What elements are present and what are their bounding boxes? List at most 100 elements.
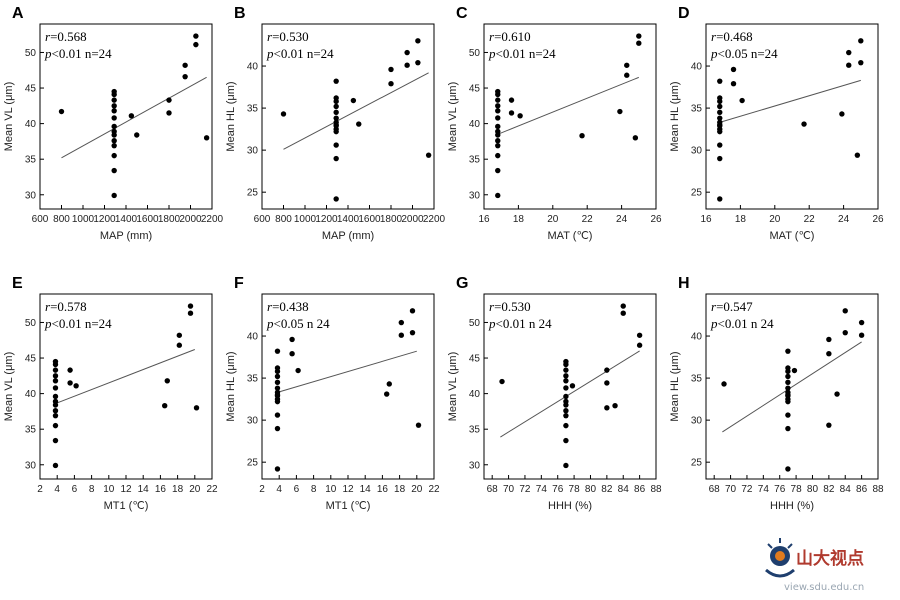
data-point — [425, 152, 432, 158]
data-point — [563, 393, 569, 400]
data-point — [52, 393, 59, 400]
x-tick-label: 16 — [377, 484, 389, 495]
data-point — [111, 192, 117, 199]
data-point — [274, 348, 281, 354]
x-axis-label: MT1 (℃) — [104, 500, 149, 512]
y-axis-label: Mean VL (μm) — [447, 352, 459, 422]
data-point — [563, 462, 569, 469]
y-tick-label: 25 — [691, 458, 703, 469]
data-point — [579, 133, 585, 139]
x-tick-label: 76 — [774, 484, 786, 495]
data-point — [52, 373, 59, 379]
y-tick-label: 35 — [469, 425, 481, 436]
fit-line — [283, 72, 429, 150]
data-point — [176, 332, 183, 338]
data-point — [785, 392, 791, 398]
data-point — [563, 358, 569, 365]
y-tick-label: 30 — [691, 146, 703, 157]
data-point — [826, 336, 832, 343]
data-point — [111, 128, 117, 135]
data-point — [398, 332, 405, 338]
data-point — [52, 407, 59, 414]
x-tick-label: 80 — [585, 484, 597, 495]
data-point — [636, 332, 643, 338]
y-tick-label: 35 — [25, 425, 37, 436]
data-point — [164, 378, 170, 384]
data-point — [495, 142, 501, 149]
data-point — [858, 38, 864, 44]
x-tick-label: 76 — [552, 484, 564, 495]
panel-letter: H — [678, 275, 690, 292]
data-point — [52, 412, 59, 419]
x-tick-label: 68 — [487, 484, 499, 495]
data-point — [166, 97, 172, 103]
data-point — [858, 332, 865, 338]
y-tick-label: 50 — [469, 318, 481, 329]
data-point — [495, 88, 501, 95]
data-point — [854, 152, 861, 158]
data-point — [111, 123, 117, 130]
data-point — [834, 391, 840, 397]
y-tick-label: 40 — [247, 62, 259, 73]
x-tick-label: 80 — [807, 484, 819, 495]
data-point — [826, 351, 832, 357]
x-axis-label: MAT (℃) — [770, 230, 815, 242]
x-tick-label: 1400 — [337, 214, 360, 225]
x-tick-label: 24 — [838, 214, 850, 225]
x-tick-label: 16 — [700, 214, 712, 225]
p-annotation: p<0.01 n=24 — [44, 316, 112, 331]
data-point — [52, 358, 59, 365]
data-point — [495, 97, 501, 103]
x-tick-label: 22 — [206, 484, 218, 495]
data-point — [495, 123, 501, 130]
data-point — [333, 155, 339, 162]
data-point — [333, 122, 339, 128]
y-tick-label: 40 — [469, 119, 481, 130]
data-point — [563, 437, 569, 444]
x-tick-label: 6 — [294, 484, 300, 495]
y-tick-label: 30 — [469, 190, 481, 201]
x-tick-label: 74 — [536, 484, 548, 495]
panel-letter: A — [12, 5, 24, 22]
x-tick-label: 82 — [823, 484, 835, 495]
y-tick-label: 50 — [25, 318, 37, 329]
data-point — [604, 367, 610, 373]
x-tick-label: 1200 — [93, 214, 116, 225]
data-point — [415, 59, 421, 66]
x-tick-label: 70 — [725, 484, 737, 495]
panel-d: D 16 18 20 22 24 26 25 30 35 40 MAT (℃) Mean HL (μm)… — [669, 5, 884, 242]
x-tick-label: 26 — [650, 214, 662, 225]
data-point — [274, 425, 281, 432]
x-tick-label: 800 — [53, 214, 70, 225]
x-tick-label: 86 — [634, 484, 646, 495]
x-tick-label: 14 — [360, 484, 372, 495]
data-point — [717, 196, 723, 202]
y-tick-label: 50 — [25, 48, 37, 59]
y-axis-label: Mean HL (μm) — [225, 351, 237, 421]
y-tick-label: 40 — [691, 62, 703, 73]
data-point — [785, 385, 791, 391]
data-point — [73, 383, 79, 389]
data-point — [67, 380, 73, 386]
data-point — [274, 379, 281, 385]
data-point — [415, 422, 422, 428]
data-point — [839, 111, 845, 117]
data-point — [203, 135, 210, 141]
data-point — [111, 88, 117, 95]
panel-letter: B — [234, 5, 246, 22]
x-tick-label: 70 — [503, 484, 515, 495]
x-tick-label: 84 — [618, 484, 630, 495]
data-point — [333, 78, 339, 84]
data-point — [274, 365, 281, 371]
data-point — [111, 115, 117, 121]
sdu-eye-icon — [765, 538, 795, 578]
y-tick-label: 35 — [469, 155, 481, 166]
x-tick-label: 88 — [872, 484, 884, 495]
data-point — [333, 115, 339, 121]
data-point — [356, 121, 362, 127]
panel-b: B 600 800 1000 1200 1400 1600 1800 2000 2200 25 30 3… — [225, 5, 446, 242]
y-axis-label: Mean HL (μm) — [669, 81, 681, 151]
data-point — [739, 97, 745, 104]
data-point — [632, 135, 639, 141]
x-tick-label: 20 — [189, 484, 201, 495]
